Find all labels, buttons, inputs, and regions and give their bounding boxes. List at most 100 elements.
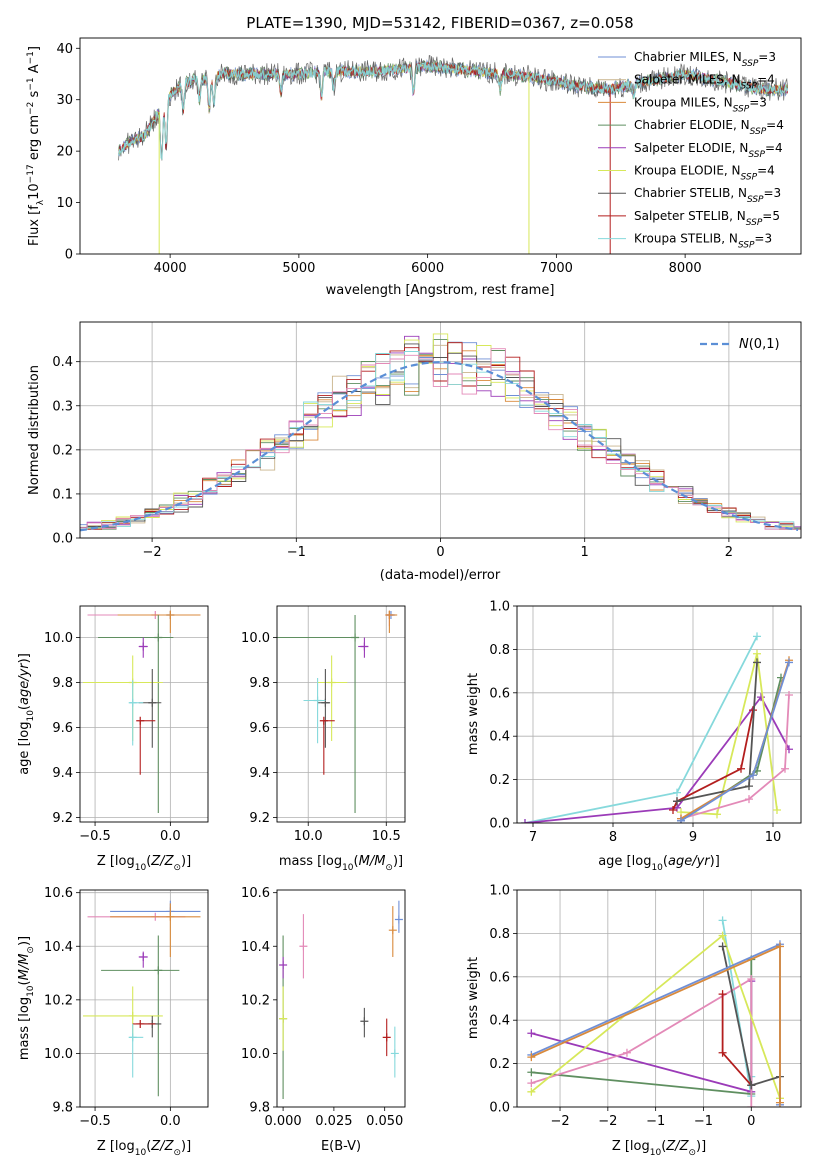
legend-entry: Kroupa STELIB, NSSP=3 — [634, 232, 772, 251]
x-tick-label: 0 — [436, 545, 444, 560]
figure-title: PLATE=1390, MJD=53142, FIBERID=0367, z=0… — [246, 14, 633, 32]
y-axis-label: age [log10(age/yr)] — [17, 653, 36, 775]
gaussian-curve — [80, 360, 799, 532]
x-tick-label: 8 — [609, 830, 617, 845]
x-tick-label: 7 — [529, 830, 537, 845]
x-tick-label: 10 — [765, 830, 782, 845]
axes-frame — [516, 605, 802, 824]
y-tick-label: 10.0 — [44, 1047, 73, 1062]
weight-line — [524, 695, 790, 823]
data-point — [382, 1033, 391, 1042]
weight-marker — [785, 658, 793, 667]
weight-marker — [753, 632, 761, 641]
axes-frame — [79, 321, 802, 539]
x-tick-label: 9 — [689, 830, 697, 845]
weight-marker — [753, 649, 761, 658]
y-tick-label: 1.0 — [489, 884, 510, 899]
weight-marker — [757, 693, 765, 702]
axes-frame — [276, 889, 406, 1108]
legend-entry: Chabrier ELODIE, NSSP=4 — [634, 118, 784, 137]
panel-spectrum: 4000 5000 6000 7000 8000 0 10 20 30 40 Chabrier MI… — [26, 37, 802, 298]
axes-frame — [276, 605, 406, 823]
plot-area — [521, 632, 793, 823]
panel-mass_vs_Z: −0.5 0.0 9.8 10.0 10.2 10.4 10.6 Z [log10(Z/Z⊙)… — [17, 886, 209, 1158]
x-tick-label: 7000 — [540, 261, 573, 276]
y-tick-label: 1.0 — [489, 600, 510, 615]
residual-histogram — [80, 348, 801, 530]
x-tick-label: 5000 — [282, 261, 315, 276]
y-tick-label: 9.2 — [52, 811, 73, 826]
y-tick-label: 0.6 — [489, 970, 510, 985]
weight-marker — [781, 764, 789, 773]
weight-line — [531, 959, 753, 1095]
y-tick-label: 40 — [56, 42, 73, 57]
y-tick-label: 0.4 — [489, 730, 510, 745]
y-tick-label: 0.0 — [489, 1101, 510, 1116]
panel-mass_vs_ebv: 0.000 0.025 0.050 9.8 10.0 10.2 10.4 10.6 E(B-V) — [241, 886, 406, 1154]
y-tick-label: 10.0 — [44, 631, 73, 646]
data-point — [385, 611, 394, 619]
weight-marker — [521, 819, 529, 823]
panel-weight_vs_age: 7 8 9 10 0.0 0.2 0.4 0.6 0.8 1.0 age [log10(age/yr… — [466, 600, 802, 873]
plot-area — [279, 900, 403, 1099]
weight-marker — [718, 942, 727, 951]
x-tick-label: −0.5 — [79, 829, 111, 844]
weight-marker — [527, 1079, 536, 1088]
axes-frame — [516, 889, 802, 1108]
x-tick-label: −1 — [287, 545, 306, 560]
x-tick-label: −1 — [694, 1114, 713, 1129]
weight-marker — [622, 1048, 631, 1057]
y-tick-label: 10.4 — [241, 940, 270, 955]
weight-marker — [669, 805, 677, 814]
y-tick-label: 0.2 — [52, 443, 73, 458]
y-axis-label: Flux [fλ10−17 erg cm−2 s−1 A−1] — [26, 46, 46, 246]
y-tick-label: 10.6 — [241, 886, 270, 901]
y-tick-label: 0.0 — [52, 532, 73, 547]
y-tick-label: 10 — [56, 196, 73, 211]
y-tick-label: 9.4 — [52, 766, 73, 781]
y-tick-label: 9.4 — [249, 766, 270, 781]
y-tick-label: 10.2 — [44, 993, 73, 1008]
y-tick-label: 10.4 — [44, 940, 73, 955]
weight-marker — [737, 764, 745, 773]
legend-entry: Kroupa ELODIE, NSSP=4 — [634, 164, 775, 183]
weight-marker — [747, 1081, 756, 1090]
data-point — [390, 1049, 399, 1058]
x-tick-label: 0.050 — [366, 1114, 403, 1129]
panel-age_vs_Z: −0.5 0.0 9.2 9.4 9.6 9.8 10.0 Z [log10(Z/Z⊙)] ag… — [17, 605, 209, 873]
weight-marker — [673, 797, 681, 806]
x-tick-label: 0.025 — [315, 1114, 352, 1129]
weight-marker — [713, 810, 721, 819]
plot-area — [83, 610, 201, 813]
data-point — [154, 633, 163, 642]
y-tick-label: 20 — [56, 145, 73, 160]
x-tick-label: 0.0 — [160, 1114, 181, 1129]
weight-marker — [718, 990, 727, 999]
x-tick-label: 0 — [747, 1114, 755, 1129]
weight-marker — [673, 788, 681, 797]
x-axis-label: mass [log10(M/M⊙)] — [279, 854, 403, 873]
legend-entry: Salpeter MILES, NSSP=4 — [634, 73, 775, 92]
weight-marker — [773, 805, 781, 814]
weight-marker — [785, 690, 793, 699]
data-point — [128, 1011, 137, 1020]
x-axis-label: Z [log10(Z/Z⊙)] — [97, 854, 191, 873]
data-point — [319, 716, 328, 725]
data-point — [351, 633, 360, 642]
y-tick-label: 0.3 — [52, 399, 73, 414]
weight-marker — [745, 782, 753, 791]
y-tick-label: 0 — [65, 248, 73, 263]
y-tick-label: 0.4 — [489, 1014, 510, 1029]
y-tick-label: 0.1 — [52, 487, 73, 502]
x-axis-label: E(B-V) — [321, 1139, 361, 1154]
x-tick-label: −0.5 — [79, 1114, 111, 1129]
y-tick-label: 9.8 — [249, 676, 270, 691]
weight-line — [680, 694, 790, 820]
data-point — [154, 966, 163, 975]
data-point — [313, 696, 322, 705]
legend-entry: Chabrier MILES, NSSP=3 — [634, 50, 776, 69]
data-point — [166, 912, 175, 921]
y-tick-label: 0.2 — [489, 1057, 510, 1072]
legend-entry: N(0,1) — [739, 337, 780, 352]
